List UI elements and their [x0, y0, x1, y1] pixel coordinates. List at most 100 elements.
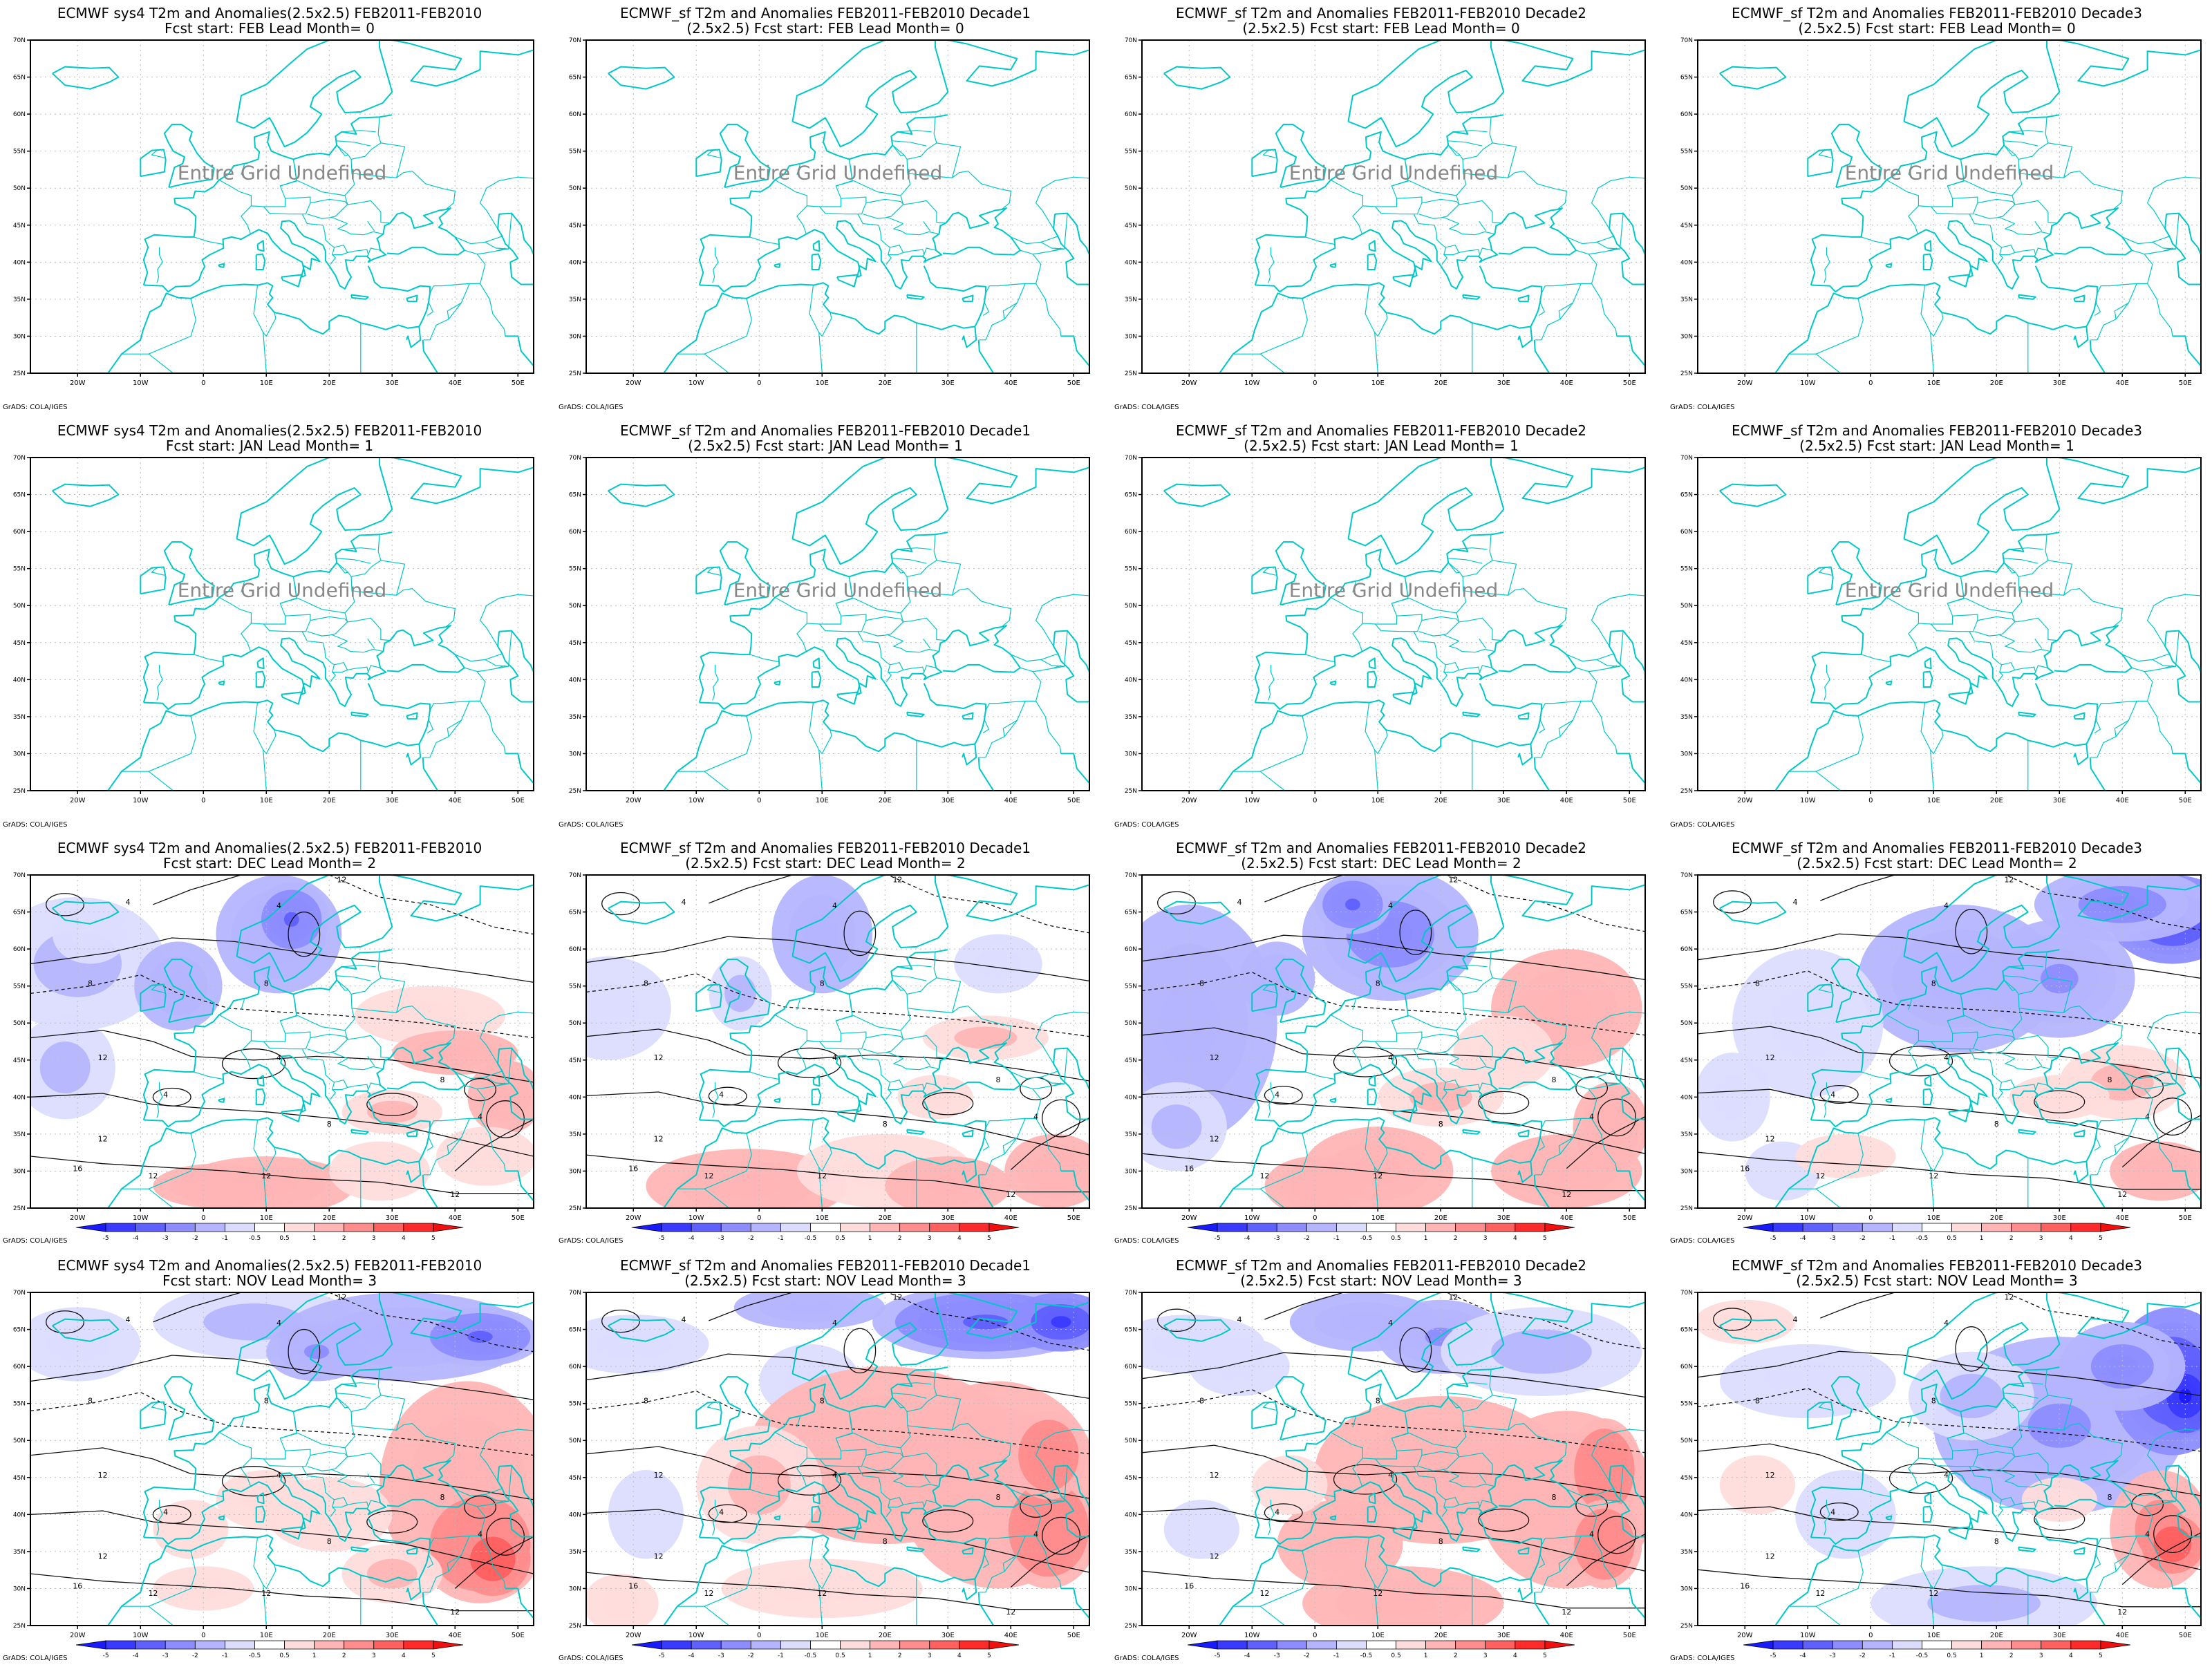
country-border — [1538, 301, 1546, 317]
lat-tick-label: 70N — [569, 872, 581, 879]
country-border — [2004, 641, 2051, 653]
contour-line — [601, 892, 641, 916]
country-border — [2018, 587, 2123, 628]
coastline — [2173, 753, 2201, 784]
country-border — [923, 221, 931, 232]
lat-tick-label: 60N — [13, 946, 26, 953]
country-border — [1462, 1369, 1493, 1412]
panel-subtitle: Fcst start: JAN Lead Month= 1 — [165, 437, 374, 454]
country-border — [1259, 353, 1285, 373]
lat-tick-label: 55N — [1125, 1401, 1137, 1408]
coastline — [977, 339, 995, 373]
lon-tick-label: 0 — [757, 1214, 761, 1222]
contour-line — [46, 893, 85, 916]
coastline — [256, 1492, 265, 1505]
lat-tick-label: 50N — [13, 1020, 26, 1027]
coastline — [52, 66, 120, 90]
colorbar-swatch — [1951, 1223, 1983, 1232]
contour-label: 12 — [1815, 1171, 1825, 1180]
country-border — [878, 225, 925, 257]
map-canvas: Entire Grid Undefined70N65N60N55N50N45N4… — [13, 455, 534, 804]
coastline — [2173, 1170, 2201, 1201]
country-border — [496, 1048, 512, 1086]
lat-tick-label: 25N — [569, 1205, 581, 1212]
coastline — [906, 1129, 925, 1135]
contour-label: 4 — [1793, 1315, 1798, 1324]
panel-subtitle: (2.5x2.5) Fcst start: JAN Lead Month= 1 — [1799, 437, 2074, 454]
lon-tick-label: 50E — [2179, 379, 2192, 387]
colorbar-label: 4 — [1513, 1652, 1517, 1659]
country-border — [2047, 1395, 2073, 1431]
country-border — [923, 1473, 931, 1484]
lon-tick-label: 20E — [879, 1214, 892, 1222]
lat-tick-label: 65N — [1125, 75, 1137, 82]
country-border — [2009, 1382, 2043, 1385]
colorbar-label: 1 — [1424, 1652, 1428, 1659]
country-border — [2012, 195, 2058, 224]
country-border — [1447, 979, 1467, 1031]
lon-tick-label: 0 — [757, 379, 761, 387]
country-border — [1815, 1188, 1841, 1208]
country-border — [332, 669, 348, 673]
lat-tick-label: 40N — [1125, 1094, 1137, 1101]
coastline — [699, 1042, 1021, 1128]
lon-tick-label: 50E — [1067, 1214, 1080, 1222]
country-border — [1441, 1499, 1448, 1517]
coastline — [1254, 1366, 1504, 1538]
lat-tick-label: 40N — [13, 1511, 26, 1518]
map-panel: ECMWF_sf T2m and Anomalies FEB2011-FEB20… — [556, 0, 1095, 415]
country-border — [351, 170, 456, 210]
anomaly-area — [1597, 1460, 1612, 1481]
coastline — [945, 218, 950, 224]
country-border — [2131, 1502, 2145, 1507]
country-border — [891, 1393, 927, 1399]
country-border — [1908, 164, 1912, 176]
country-border — [301, 214, 324, 226]
lat-tick-label: 60N — [569, 529, 581, 536]
coastline — [1163, 66, 1231, 90]
coastline — [812, 657, 821, 670]
country-border — [1434, 1059, 1481, 1092]
colorbar-label: 1 — [1980, 1235, 1984, 1242]
colorbar-label: 0.5 — [1391, 1235, 1400, 1242]
country-border — [1974, 616, 2016, 637]
country-border — [1463, 1422, 1567, 1462]
coastline — [1163, 901, 1231, 925]
colorbar-label: -3 — [1830, 1235, 1836, 1242]
map-frame — [585, 1292, 1090, 1626]
country-border — [337, 1476, 384, 1488]
colorbar-swatch — [373, 1640, 404, 1650]
country-border — [344, 612, 391, 641]
panel-title: ECMWF_sf T2m and Anomalies FEB2011-FEB20… — [619, 422, 1031, 439]
colorbar-swatch — [1515, 1640, 1546, 1650]
country-border — [367, 1056, 375, 1066]
colorbar-swatch — [780, 1223, 811, 1232]
country-border — [2163, 213, 2180, 252]
contour-label: 4 — [719, 1507, 724, 1516]
lat-tick-label: 60N — [1125, 1364, 1137, 1371]
colorbar-swatch — [1772, 1223, 1803, 1232]
coastline — [1367, 1088, 1378, 1105]
contour-line — [30, 1355, 534, 1400]
panel-subtitle: Fcst start: DEC Lead Month= 2 — [162, 855, 377, 872]
colorbar-swatch — [1922, 1640, 1952, 1650]
contour-line — [601, 1309, 641, 1333]
country-border — [1999, 669, 2015, 673]
coastline — [1275, 124, 1327, 189]
country-border — [241, 164, 245, 176]
country-border — [485, 236, 503, 243]
lat-tick-label: 45N — [1680, 1057, 1693, 1064]
country-border — [2144, 665, 2173, 672]
country-border — [477, 665, 506, 672]
country-border — [151, 1402, 165, 1411]
country-border — [367, 221, 375, 232]
contour-line — [886, 875, 1089, 934]
coastline — [163, 541, 215, 606]
country-border — [1998, 634, 2015, 642]
contour-label: 12 — [654, 1135, 664, 1144]
contour-label: 8 — [1199, 1397, 1204, 1406]
lat-tick-label: 25N — [1680, 1205, 1693, 1212]
lat-tick-label: 35N — [1680, 1549, 1693, 1556]
country-border — [148, 1188, 174, 1208]
country-border — [979, 1118, 1026, 1176]
